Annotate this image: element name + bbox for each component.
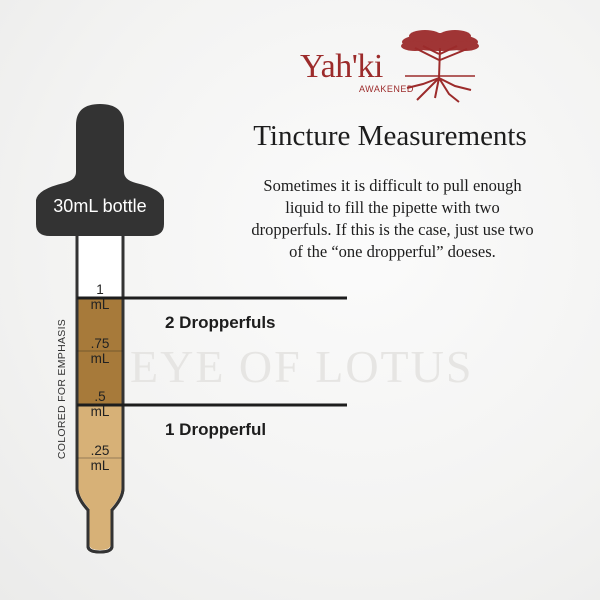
description: Sometimes it is difficult to pull enough… xyxy=(215,175,570,263)
description-line: of the “one dropperful” doeses. xyxy=(289,242,496,261)
brand-name: Yah'ki xyxy=(300,48,383,85)
description-line: dropperfuls. If this is the case, just u… xyxy=(251,220,534,239)
tree-logo-icon xyxy=(401,30,479,103)
brand-subtitle: AWAKENED xyxy=(359,84,414,94)
tick-025: .25 mL xyxy=(90,443,110,473)
bottle-label: 30mL bottle xyxy=(53,196,147,216)
page-title: Tincture Measurements xyxy=(253,120,527,152)
tick-05: .5 mL xyxy=(90,389,110,419)
two-dropperfuls-label: 2 Dropperfuls xyxy=(165,313,276,332)
watermark: EYE OF LOTUS xyxy=(130,341,474,392)
fill-light xyxy=(78,406,122,550)
one-dropperful-label: 1 Dropperful xyxy=(165,420,267,439)
description-line: Sometimes it is difficult to pull enough xyxy=(263,176,522,195)
fill-dark xyxy=(78,298,122,406)
dropper-bulb xyxy=(36,104,164,236)
description-line: liquid to fill the pipette with two xyxy=(285,198,500,217)
tick-1: 1 mL xyxy=(90,282,110,312)
emphasis-label: COLORED FOR EMPHASIS xyxy=(56,318,68,460)
tick-075: .75 mL xyxy=(90,336,110,366)
